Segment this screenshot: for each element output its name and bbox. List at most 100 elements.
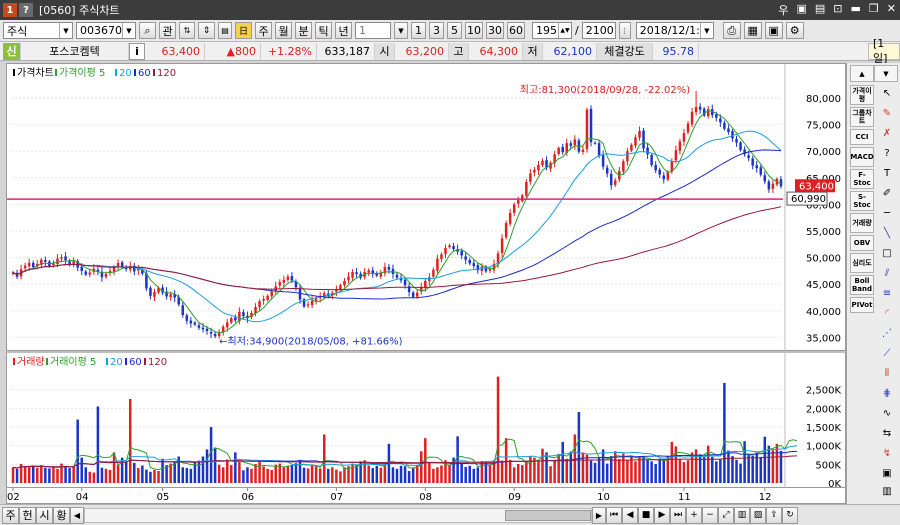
interval-5[interactable]: 5 xyxy=(447,22,462,39)
help-tool[interactable]: ? xyxy=(878,145,896,162)
scroll-down-button[interactable]: ▼ xyxy=(874,65,898,82)
interval-10[interactable]: 10 xyxy=(465,22,483,39)
first-button[interactable]: ⏮ xyxy=(606,506,622,524)
export-button[interactable]: ⇪ xyxy=(766,506,782,524)
code-input[interactable]: 003670 ▼ xyxy=(76,22,136,39)
rect-tool[interactable]: □ xyxy=(878,245,896,262)
day-period-button[interactable]: 日 xyxy=(235,22,252,39)
window-ctrl-1[interactable]: ▣ xyxy=(796,2,807,15)
auto-tool[interactable]: ↯ xyxy=(878,445,896,462)
window-tool[interactable]: ▣ xyxy=(878,465,896,482)
count-total-button[interactable]: ⋮ xyxy=(618,22,631,39)
delete-tool[interactable]: ✗ xyxy=(878,125,896,142)
volume-legend-item-label: 거래이평 5 xyxy=(50,356,96,368)
minimize-button[interactable]: ▬ xyxy=(850,2,861,15)
tab-si[interactable]: 시 xyxy=(36,506,53,524)
window-ctrl-2[interactable]: ▤ xyxy=(814,2,826,15)
channel-tool[interactable]: ⫽ xyxy=(878,265,896,282)
indicator-boll-band[interactable]: Boll Band xyxy=(850,275,874,295)
replay-button[interactable]: ↻ xyxy=(782,506,798,524)
credit-badge: 신 xyxy=(3,42,21,60)
trend-line-tool[interactable]: ╲ xyxy=(878,225,896,242)
speed-tool[interactable]: ⋕ xyxy=(878,385,896,402)
eraser-tool[interactable]: ✎ xyxy=(878,105,896,122)
price-chart-panel[interactable]: 80,000 75,000 70,000 65,000 60,000 55,000 50,0… xyxy=(6,63,847,352)
period-week[interactable]: 주 xyxy=(255,22,272,39)
period-year[interactable]: 년 xyxy=(335,22,352,39)
scrollbar-thumb[interactable] xyxy=(505,509,591,521)
period-tick[interactable]: 틱 xyxy=(315,22,332,39)
wave-tool[interactable]: ∿ xyxy=(878,405,896,422)
indicator-price-ma[interactable]: 가격이평 xyxy=(850,85,874,105)
chart-type-tool[interactable]: ▥ xyxy=(878,483,896,500)
volume-chart-panel[interactable]: 2,500K 2,000K 1,500K 1,000K 500K 0K 거래량 거래이평 5… xyxy=(6,351,846,488)
gann-tool[interactable]: ⟋ xyxy=(878,345,896,362)
indicator-f-stoc[interactable]: F-Stoc xyxy=(850,169,874,189)
unit-dropdown[interactable]: ▼ xyxy=(394,22,408,39)
fibo-tool[interactable]: ≡ xyxy=(878,285,896,302)
print-button[interactable]: ⎙ xyxy=(722,22,741,39)
help-icon[interactable]: ? xyxy=(19,3,33,17)
save-button[interactable]: ▣ xyxy=(764,22,783,39)
last-button[interactable]: ⏭ xyxy=(670,506,686,524)
indicator-group-chart[interactable]: 그룹차트 xyxy=(850,107,874,127)
horizontal-scrollbar[interactable] xyxy=(84,507,592,523)
period-minute[interactable]: 분 xyxy=(295,22,312,39)
scroll-up-button[interactable]: ▲ xyxy=(850,65,874,82)
candle-body xyxy=(387,266,391,270)
arc-tool[interactable]: ◜ xyxy=(878,305,896,322)
unit-select[interactable]: 1 xyxy=(355,22,391,39)
close-button[interactable]: ✕ xyxy=(886,2,896,15)
candle-type-button[interactable]: ▥ xyxy=(734,506,750,524)
cursor-tool[interactable]: ↖ xyxy=(878,85,896,102)
tab-week[interactable]: 주 xyxy=(2,506,19,524)
fit-button[interactable]: ⤢ xyxy=(718,506,734,524)
grid-button[interactable]: ▦ xyxy=(743,22,762,39)
adjust-button[interactable]: ⇕ xyxy=(198,22,215,39)
memo-button[interactable]: ▤ xyxy=(218,22,232,39)
hline-tool[interactable]: ─ xyxy=(878,205,896,222)
image-button[interactable]: ▨ xyxy=(750,506,766,524)
cycle-tool[interactable]: ⦀ xyxy=(878,365,896,382)
scroll-stock-button[interactable]: ⇅ xyxy=(179,22,195,39)
interval-30[interactable]: 30 xyxy=(486,22,504,39)
pen-tool[interactable]: ✐ xyxy=(878,185,896,202)
tab-heon[interactable]: 헌 xyxy=(19,506,36,524)
period-month[interactable]: 월 xyxy=(275,22,292,39)
zoom-out-button[interactable]: − xyxy=(702,506,718,524)
scroll-right-button[interactable]: ▶ xyxy=(592,506,606,524)
indicator-cci[interactable]: CCI xyxy=(850,129,874,145)
info-button[interactable]: i xyxy=(129,42,145,60)
interval-1[interactable]: 1 xyxy=(411,22,426,39)
indicator-s-stoc[interactable]: S-Stoc xyxy=(850,191,874,211)
interest-button[interactable]: 관 xyxy=(159,22,176,39)
measure-tool[interactable]: ⇆ xyxy=(878,425,896,442)
stop-button[interactable]: ■ xyxy=(638,506,654,524)
scroll-left-button[interactable]: ◀ xyxy=(70,506,84,524)
interval-60[interactable]: 60 xyxy=(507,22,525,39)
indicator-volume[interactable]: 거래량 xyxy=(850,213,874,233)
window-ctrl-0[interactable]: 우 xyxy=(778,4,789,17)
market-select[interactable]: 주식 ▼ xyxy=(3,22,73,39)
indicator-macd[interactable]: MACD xyxy=(850,147,874,167)
volume-chart[interactable]: 2,500K 2,000K 1,500K 1,000K 500K 0K 거래량 거래이평 5… xyxy=(7,353,847,488)
prev-button[interactable]: ◀ xyxy=(622,506,638,524)
date-select[interactable]: 2018/12/1: ▼ xyxy=(635,22,714,39)
indicator-pivot[interactable]: PIVot xyxy=(850,297,874,313)
zoom-in-button[interactable]: + xyxy=(686,506,702,524)
search-button[interactable]: ⌕ xyxy=(139,22,156,39)
restore-button[interactable]: ❐ xyxy=(868,2,879,15)
indicator-psychology[interactable]: 심리도 xyxy=(850,253,874,273)
text-tool[interactable]: T xyxy=(878,165,896,182)
price-chart[interactable]: 80,000 75,000 70,000 65,000 60,000 55,000 50,0… xyxy=(7,64,847,352)
tab-hwang[interactable]: 황 xyxy=(53,506,70,524)
high-price-value: 64,300 xyxy=(479,44,519,58)
fan-tool[interactable]: ⋰ xyxy=(878,325,896,342)
interval-3[interactable]: 3 xyxy=(429,22,444,39)
candle-body xyxy=(133,265,136,272)
settings-button[interactable]: ⚙ xyxy=(785,22,804,39)
indicator-obv[interactable]: OBV xyxy=(850,235,874,251)
next-button[interactable]: ▶ xyxy=(654,506,670,524)
window-ctrl-3[interactable]: ⊡ xyxy=(833,2,843,15)
count-input[interactable]: 195 ▲▼ xyxy=(532,22,572,39)
